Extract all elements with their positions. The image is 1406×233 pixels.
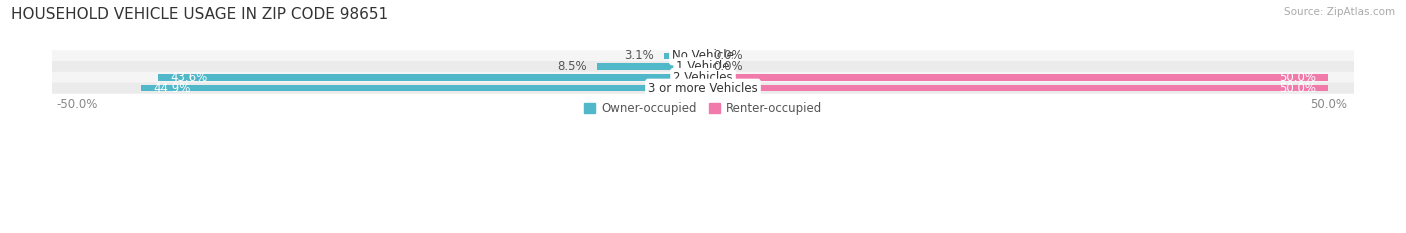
Text: 50.0%: 50.0% — [1279, 82, 1316, 95]
Bar — [703, 74, 1329, 81]
Text: 44.9%: 44.9% — [153, 82, 191, 95]
Text: HOUSEHOLD VEHICLE USAGE IN ZIP CODE 98651: HOUSEHOLD VEHICLE USAGE IN ZIP CODE 9865… — [11, 7, 388, 22]
Bar — [596, 63, 703, 70]
FancyBboxPatch shape — [52, 72, 1354, 83]
Bar — [142, 85, 703, 91]
Legend: Owner-occupied, Renter-occupied: Owner-occupied, Renter-occupied — [583, 103, 823, 116]
Text: Source: ZipAtlas.com: Source: ZipAtlas.com — [1284, 7, 1395, 17]
Text: 1 Vehicle: 1 Vehicle — [676, 60, 730, 73]
Text: 0.0%: 0.0% — [713, 60, 742, 73]
Text: 43.6%: 43.6% — [170, 71, 207, 84]
Text: 50.0%: 50.0% — [1279, 71, 1316, 84]
Bar — [157, 74, 703, 81]
Text: 2 Vehicles: 2 Vehicles — [673, 71, 733, 84]
Text: 3.1%: 3.1% — [624, 49, 654, 62]
FancyBboxPatch shape — [52, 50, 1354, 62]
Text: 0.0%: 0.0% — [713, 49, 742, 62]
Bar — [703, 85, 1329, 91]
FancyBboxPatch shape — [52, 61, 1354, 72]
Text: 3 or more Vehicles: 3 or more Vehicles — [648, 82, 758, 95]
FancyBboxPatch shape — [52, 82, 1354, 94]
Text: No Vehicle: No Vehicle — [672, 49, 734, 62]
Text: 8.5%: 8.5% — [557, 60, 586, 73]
Bar — [664, 53, 703, 59]
